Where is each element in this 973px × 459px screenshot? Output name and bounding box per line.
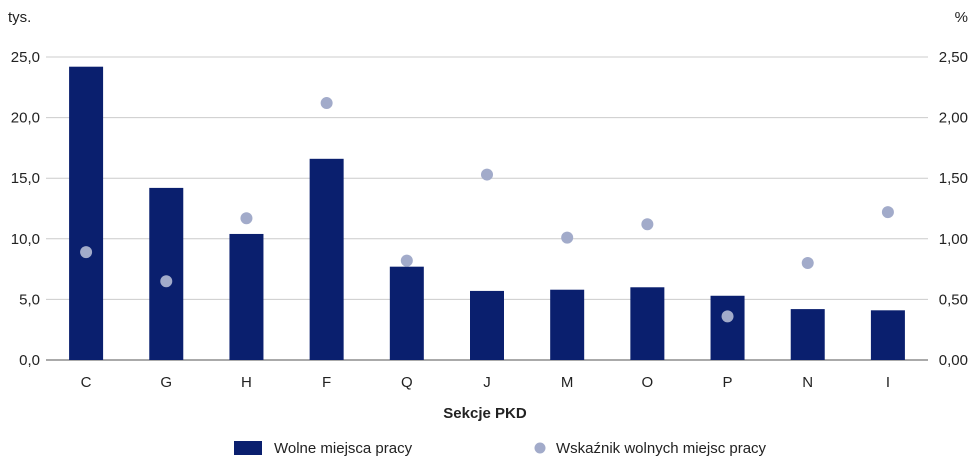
legend-bar-label: Wolne miejsca pracy [274,440,413,457]
x-tick-label: I [886,374,890,391]
x-tick-label: P [723,374,733,391]
right-tick-label: 2,50 [939,49,968,66]
x-tick-label: J [483,374,491,391]
dot-Q [400,254,413,267]
x-tick-label: C [81,374,92,391]
bar-F [309,158,344,360]
bar-M [550,289,585,360]
legend-bar-swatch [234,441,262,455]
right-axis-unit: % [955,9,968,26]
dot-I [881,206,894,219]
bar-O [630,287,665,360]
x-tick-label: F [322,374,331,391]
dot-J [481,168,493,181]
legend-dot-label: Wskaźnik wolnych miejsc pracy [556,440,767,457]
dot-F [320,97,333,110]
bar-J [470,290,504,360]
legend: Wolne miejsca pracy Wskaźnik wolnych mie… [234,440,767,457]
left-axis-ticks: 0,0 5,0 10,0 15,0 20,0 25,0 [11,49,40,369]
bar-C [69,66,104,361]
left-axis-unit: tys. [8,9,31,26]
left-tick-label: 25,0 [11,49,40,66]
dot-H [240,212,253,225]
left-tick-label: 0,0 [19,352,40,369]
right-tick-label: 1,50 [939,170,968,187]
bar-P [710,295,745,360]
x-axis-label: Sekcje PKD [443,405,527,422]
bars [69,66,905,361]
right-tick-label: 0,50 [939,291,968,308]
x-tick-label: M [561,374,574,391]
dot-M [561,231,574,244]
x-tick-label: O [642,374,654,391]
right-tick-label: 2,00 [939,110,968,127]
left-tick-label: 5,0 [19,291,40,308]
right-tick-label: 1,00 [939,231,968,248]
x-tick-label: H [241,374,252,391]
bar-H [229,233,264,360]
dot-O [641,218,654,231]
x-tick-label: G [160,374,172,391]
legend-dot-swatch [534,442,546,454]
dot-N [801,257,814,270]
bar-Q [389,266,424,360]
dots [80,97,894,323]
left-tick-label: 15,0 [11,170,40,187]
dot-P [721,310,734,323]
bar-I [870,310,905,360]
bar-N [790,309,825,360]
x-tick-label: N [802,374,813,391]
gridlines [46,56,928,361]
x-tick-label: Q [401,374,413,391]
right-axis-ticks: 0,00 0,50 1,00 1,50 2,00 2,50 [939,49,968,369]
left-tick-label: 10,0 [11,231,40,248]
right-tick-label: 0,00 [939,352,968,369]
dot-G [160,275,173,288]
left-tick-label: 20,0 [11,110,40,127]
bar-G [149,187,184,360]
dot-C [80,246,93,259]
